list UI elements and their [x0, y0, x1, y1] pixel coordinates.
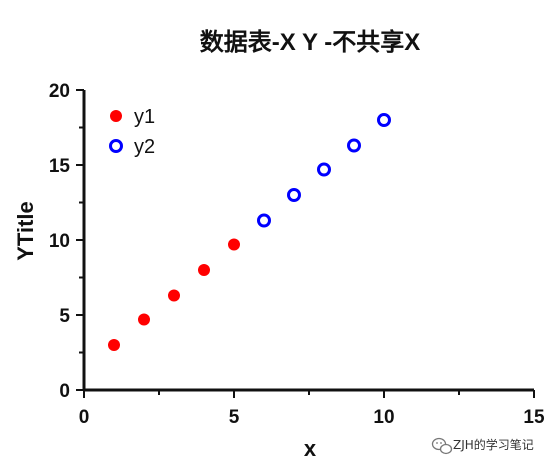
data-point-y1: [228, 238, 240, 251]
chart-title: 数据表-X Y -不共享X: [200, 28, 420, 56]
legend-marker-y1: [110, 110, 122, 122]
y-tick-label: 15: [49, 156, 71, 177]
data-point-y1: [108, 339, 120, 351]
y-tick-label: 0: [59, 381, 70, 402]
legend-label-y2: y2: [134, 136, 155, 158]
legend-label-y1: y1: [134, 106, 155, 128]
y-tick-label: 5: [59, 306, 70, 327]
data-point-y2: [347, 138, 361, 153]
data-point-y2: [257, 213, 271, 228]
x-tick-label: 15: [523, 407, 545, 428]
y-axis-label: YTitle: [13, 201, 38, 261]
x-axis-label: x: [304, 436, 317, 461]
x-tick-label: 0: [79, 407, 90, 428]
data-point-y2: [377, 113, 391, 127]
data-point-y1: [168, 289, 180, 302]
wechat-icon: [431, 437, 453, 455]
legend-marker-y2: [109, 139, 123, 153]
data-points: [108, 113, 391, 351]
x-tick-label: 10: [373, 407, 394, 428]
watermark-text: ZJH的学习笔记: [453, 437, 534, 452]
data-point-y2: [317, 162, 331, 177]
y-tick-label: 10: [49, 231, 70, 252]
watermark: ZJH的学习笔记: [431, 437, 534, 455]
data-point-y1: [138, 313, 150, 326]
data-point-y2: [287, 188, 301, 202]
y-tick-label: 20: [49, 81, 70, 102]
data-point-y1: [198, 264, 210, 276]
axis-ticks: 0 5 10 15 0 5 10 15 20: [49, 81, 545, 428]
x-tick-label: 5: [229, 407, 240, 428]
